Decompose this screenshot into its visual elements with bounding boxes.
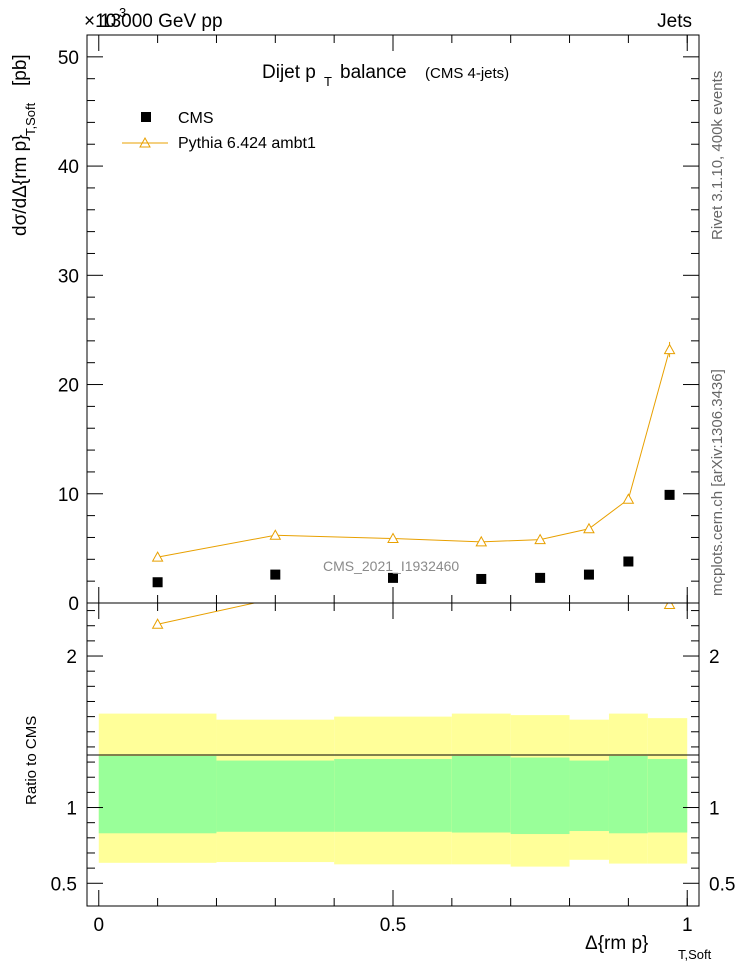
title-sub: T bbox=[324, 74, 332, 89]
mc-point bbox=[151, 551, 164, 562]
top-panel-axes: 0 10 20 30 40 50 bbox=[58, 34, 699, 615]
legend-cms-marker bbox=[141, 112, 151, 122]
ratio-panel-axes: 0.5 0.5 1 1 2 2 0 0.5 1 bbox=[51, 603, 735, 936]
plot-title: Dijet p T balance (CMS 4-jets) bbox=[262, 62, 509, 89]
y-exponent: ×10 3 bbox=[84, 5, 126, 32]
mc-point bbox=[622, 493, 635, 504]
y-label-unit: [pb] bbox=[10, 54, 31, 86]
y-label-main: dσ/dΔ{rm p} bbox=[10, 134, 31, 236]
mc-line bbox=[157, 349, 671, 558]
mc-point bbox=[475, 535, 488, 547]
top-panel-series bbox=[151, 341, 676, 588]
cms-point bbox=[535, 572, 546, 583]
mc-point bbox=[387, 532, 399, 544]
ratio-series bbox=[151, 557, 676, 629]
ratio-inner-band bbox=[451, 756, 511, 833]
y-tick-label: 30 bbox=[58, 266, 79, 287]
ratio-mc-point bbox=[151, 618, 164, 629]
mc-point bbox=[663, 343, 676, 355]
cms-point bbox=[270, 569, 281, 580]
ratio-mc-point bbox=[663, 603, 676, 610]
y-exponent-base: ×10 bbox=[84, 11, 116, 32]
y-tick-label: 20 bbox=[58, 376, 79, 397]
x-label-main: Δ{rm p} bbox=[585, 933, 648, 954]
ratio-inner-band bbox=[608, 756, 648, 834]
ratio-inner-band bbox=[334, 759, 452, 832]
ratio-y-label: Ratio to CMS bbox=[23, 716, 40, 805]
ratio-inner-band bbox=[569, 760, 609, 832]
mcplots-label: mcplots.cern.ch [arXiv:1306.3436] bbox=[709, 369, 726, 596]
cms-point bbox=[152, 577, 163, 588]
cms-point bbox=[476, 573, 487, 584]
legend-mc-label: Pythia 6.424 ambt1 bbox=[178, 135, 316, 152]
y-tick-label: 50 bbox=[58, 48, 79, 69]
title-rest: balance bbox=[340, 62, 407, 83]
y-tick-label: 10 bbox=[58, 485, 79, 506]
legend-mc-marker bbox=[139, 136, 151, 148]
mc-point bbox=[583, 522, 595, 534]
y-exponent-power: 3 bbox=[119, 5, 126, 20]
cms-point bbox=[623, 556, 634, 567]
ratio-y-tick-label: 2 bbox=[66, 647, 77, 668]
ratio-y-tick-label-right: 2 bbox=[709, 647, 720, 668]
y-axis-label-top: dσ/dΔ{rm p} T,Soft [pb] bbox=[10, 54, 38, 236]
header-energy: 13000 GeV pp bbox=[100, 11, 223, 32]
ratio-bands bbox=[98, 713, 688, 867]
ratio-inner-band bbox=[647, 759, 688, 833]
legend-cms-label: CMS bbox=[178, 110, 214, 127]
mc-point bbox=[269, 529, 282, 540]
ratio-mc-point bbox=[584, 557, 594, 566]
title-main: Dijet p bbox=[262, 62, 316, 83]
header-jets: Jets bbox=[657, 11, 692, 32]
legend: CMS Pythia 6.424 ambt1 bbox=[122, 110, 316, 152]
x-label-sub: T,Soft bbox=[678, 947, 712, 962]
y-tick-label: 0 bbox=[68, 594, 79, 615]
cms-point bbox=[583, 569, 594, 580]
y-tick-label: 40 bbox=[58, 157, 79, 178]
ratio-mc-point bbox=[623, 575, 633, 584]
ratio-y-tick-label-right: 0.5 bbox=[709, 874, 735, 895]
x-axis-label: Δ{rm p} T,Soft bbox=[585, 933, 712, 962]
analysis-annotation: CMS_2021_I1932460 bbox=[323, 558, 459, 574]
mc-point bbox=[534, 533, 546, 545]
x-tick-label: 0 bbox=[93, 915, 104, 936]
title-note: (CMS 4-jets) bbox=[425, 65, 509, 82]
x-tick-label: 0.5 bbox=[380, 915, 406, 936]
x-tick-label: 1 bbox=[682, 915, 693, 936]
ratio-y-tick-label: 1 bbox=[66, 799, 77, 820]
ratio-inner-band bbox=[216, 760, 335, 832]
cms-point bbox=[388, 572, 398, 583]
ratio-inner-band bbox=[98, 756, 217, 834]
rivet-label: Rivet 3.1.10, 400k events bbox=[709, 71, 726, 240]
y-label-sub: T,Soft bbox=[23, 102, 38, 136]
ratio-y-tick-label: 0.5 bbox=[51, 874, 77, 895]
cms-point bbox=[664, 489, 675, 500]
ratio-inner-band bbox=[510, 757, 570, 835]
ratio-y-tick-label-right: 1 bbox=[709, 799, 720, 820]
